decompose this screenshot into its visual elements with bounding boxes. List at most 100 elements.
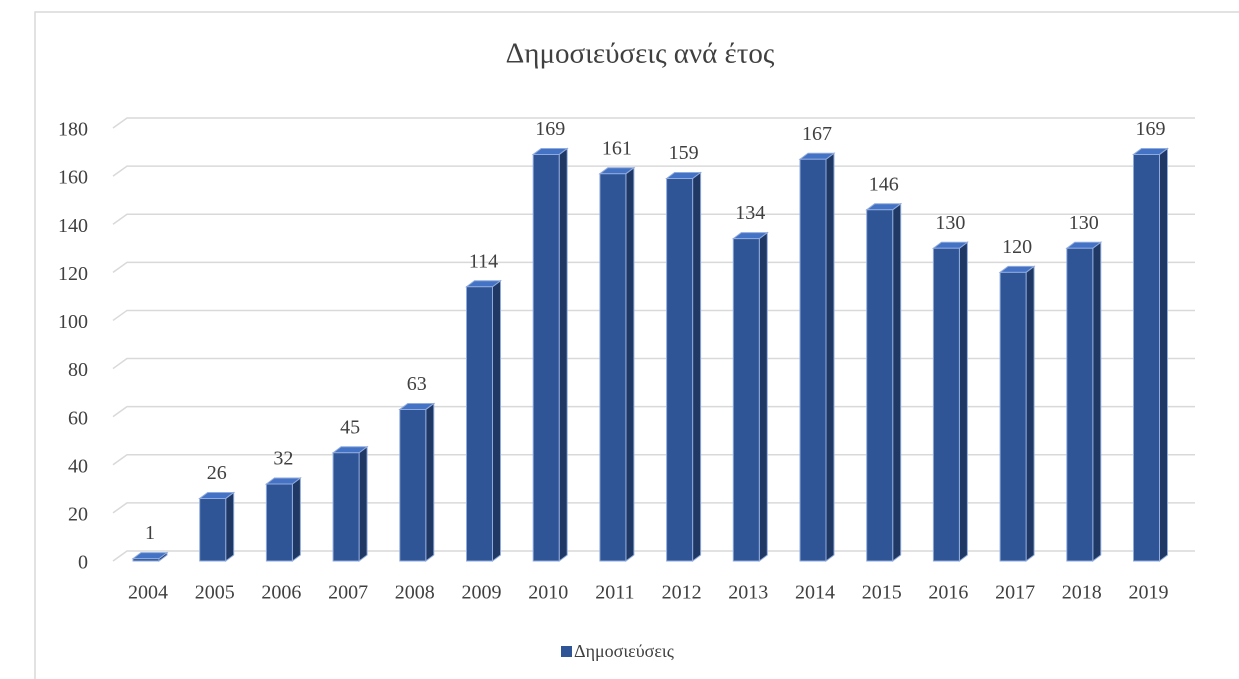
bar bbox=[198, 491, 236, 562]
bar bbox=[131, 551, 169, 562]
bar bbox=[398, 402, 436, 562]
y-tick-label: 0 bbox=[78, 552, 88, 574]
bar bbox=[531, 147, 569, 562]
grid-line bbox=[112, 454, 1195, 466]
grid-line bbox=[112, 117, 1195, 129]
bar-face bbox=[799, 158, 827, 562]
x-tick-label: 2006 bbox=[261, 582, 301, 604]
x-tick-label: 2018 bbox=[1062, 582, 1102, 604]
grid-line bbox=[112, 405, 1195, 418]
bar-face bbox=[666, 178, 694, 562]
x-tick-label: 2019 bbox=[1129, 582, 1169, 604]
x-tick-label: 2009 bbox=[462, 582, 502, 604]
bar-face bbox=[758, 231, 768, 562]
x-tick-label: 2010 bbox=[528, 582, 568, 604]
x-tick-label: 2008 bbox=[395, 582, 435, 604]
bar-face bbox=[599, 173, 627, 562]
data-label: 169 bbox=[535, 118, 565, 140]
data-label: 159 bbox=[669, 142, 699, 164]
bar-face bbox=[558, 147, 568, 562]
bar-face bbox=[892, 202, 902, 562]
x-tick-label: 2014 bbox=[795, 582, 835, 604]
grid-line bbox=[112, 165, 1195, 177]
grid-line bbox=[112, 213, 1195, 225]
bar bbox=[931, 241, 969, 562]
grid-line bbox=[112, 261, 1195, 273]
bar-face bbox=[358, 445, 368, 562]
data-label: 130 bbox=[935, 212, 965, 234]
bar-face bbox=[825, 152, 835, 562]
grid-line bbox=[112, 309, 1195, 322]
y-tick-label: 40 bbox=[68, 455, 88, 477]
bar-face bbox=[492, 279, 501, 562]
data-label: 26 bbox=[207, 462, 227, 484]
bar-face bbox=[958, 241, 968, 562]
bar-face bbox=[199, 497, 227, 562]
grid-line bbox=[112, 502, 1195, 514]
bar-face bbox=[1159, 147, 1168, 562]
bar-face bbox=[1133, 153, 1160, 562]
data-label: 130 bbox=[1069, 212, 1099, 234]
data-label: 114 bbox=[469, 250, 498, 272]
y-tick-label: 120 bbox=[58, 263, 88, 285]
x-tick-label: 2004 bbox=[128, 582, 168, 604]
y-tick-label: 100 bbox=[58, 311, 88, 333]
chart-border bbox=[34, 11, 1239, 679]
y-tick-label: 160 bbox=[58, 167, 88, 189]
bar-face bbox=[399, 408, 427, 562]
data-label: 32 bbox=[273, 448, 293, 470]
bar-face bbox=[265, 483, 293, 562]
bar-face bbox=[291, 477, 301, 562]
data-label: 1 bbox=[145, 522, 155, 544]
x-tick-label: 2007 bbox=[328, 582, 368, 604]
legend-swatch bbox=[561, 646, 572, 657]
data-label: 169 bbox=[1136, 118, 1166, 140]
bar-face bbox=[332, 452, 360, 562]
bar-face bbox=[866, 209, 894, 562]
bar bbox=[665, 171, 703, 562]
chart-title: Δημοσιεύσεις ανά έτος bbox=[506, 38, 775, 70]
x-tick-label: 2017 bbox=[995, 582, 1035, 604]
bar bbox=[731, 231, 769, 562]
y-tick-label: 20 bbox=[68, 503, 88, 525]
data-label: 63 bbox=[407, 373, 427, 395]
x-tick-label: 2013 bbox=[728, 582, 768, 604]
grid-line bbox=[112, 357, 1195, 370]
bar bbox=[865, 202, 903, 562]
grid-line bbox=[112, 550, 1195, 562]
bar bbox=[598, 166, 636, 562]
bar-face bbox=[1025, 265, 1035, 562]
bar bbox=[798, 152, 836, 562]
x-tick-label: 2012 bbox=[662, 582, 702, 604]
bar-face bbox=[732, 238, 760, 562]
x-tick-label: 2005 bbox=[195, 582, 235, 604]
bar-face bbox=[999, 271, 1027, 562]
data-label: 161 bbox=[602, 137, 632, 159]
bar bbox=[1132, 147, 1169, 562]
x-tick-label: 2011 bbox=[595, 582, 634, 604]
x-tick-label: 2016 bbox=[928, 582, 968, 604]
y-tick-label: 60 bbox=[68, 407, 88, 429]
bar-face bbox=[1066, 247, 1094, 562]
bar-face bbox=[225, 491, 235, 562]
y-tick-label: 180 bbox=[58, 119, 88, 141]
bar-face bbox=[692, 171, 702, 562]
y-tick-label: 140 bbox=[58, 215, 88, 237]
x-tick-label: 2015 bbox=[862, 582, 902, 604]
bar-face bbox=[466, 286, 493, 562]
data-label: 120 bbox=[1002, 236, 1032, 258]
bar bbox=[465, 279, 502, 562]
bar-face bbox=[425, 402, 435, 562]
y-tick-label: 80 bbox=[68, 359, 88, 381]
bar bbox=[264, 477, 302, 562]
bar-face bbox=[1092, 241, 1102, 562]
bar-face bbox=[532, 153, 560, 562]
data-label: 134 bbox=[735, 202, 765, 224]
bar-face bbox=[932, 247, 960, 562]
bar bbox=[998, 265, 1036, 562]
data-label: 167 bbox=[802, 123, 832, 145]
bar-face bbox=[132, 558, 160, 562]
bar bbox=[1065, 241, 1103, 562]
bar bbox=[331, 445, 369, 562]
